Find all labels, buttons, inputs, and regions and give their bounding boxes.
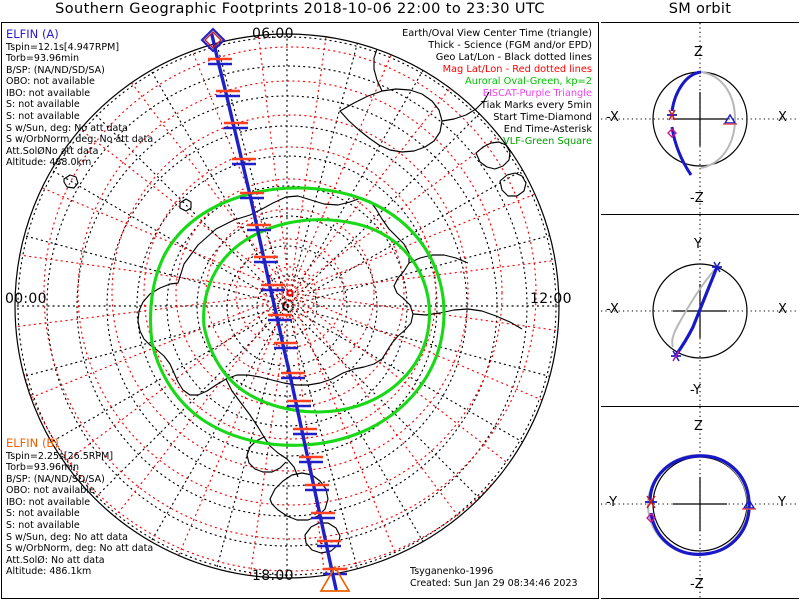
legend-item-end-time: End Time-Asterisk bbox=[503, 124, 592, 135]
satellite-b-line-0: Tspin=2.25s[26.5RPM] bbox=[6, 450, 114, 462]
created-timestamp: Created: Sun Jan 29 08:34:46 2023 bbox=[410, 577, 578, 589]
satellite-b-line-2: B/SP: (NA/ND/SD/SA) bbox=[6, 473, 105, 485]
satellite-a-line-9: Att.SolØNo att data bbox=[6, 145, 99, 157]
legend-item-vlf: VLF-Green Square bbox=[503, 136, 592, 147]
satellite-name-elfin-b: ELFIN (B) bbox=[6, 436, 59, 450]
sm-axis-label-right-yz: Y bbox=[778, 495, 786, 510]
satellite-track bbox=[210, 33, 338, 591]
legend-item-auroral-oval: Auroral Oval-Green, kp=2 bbox=[465, 76, 592, 87]
satellite-a-line-0: Tspin=12.1s[4.947RPM] bbox=[6, 41, 120, 53]
sm-axis-label-top-yz: Z bbox=[694, 419, 703, 434]
legend-item-eiscat: EISCAT-Purple Triangle bbox=[482, 88, 592, 99]
legend-item-tick-marks: Tiak Marks every 5min bbox=[480, 100, 592, 111]
legend-item-start-time: Start Time-Diamond bbox=[493, 112, 592, 123]
orbit-trace-blue-lower bbox=[670, 126, 693, 176]
sm-orbit-svg-xy bbox=[601, 215, 799, 406]
sm-axis-label-right-xz: X bbox=[778, 110, 787, 125]
orbit-trace-blue-upper bbox=[670, 70, 702, 112]
satellite-b-line-9: Att.SolØ: No att data bbox=[6, 554, 105, 566]
orbit-trace-gray bbox=[671, 266, 718, 348]
sm-axis-label-left-xz: -X bbox=[606, 110, 619, 125]
legend-item-thick-science: Thick - Science (FGM and/or EPD) bbox=[428, 40, 592, 51]
satellite-b-line-6: S: not available bbox=[6, 520, 80, 532]
mlt-label-top: 06:00 bbox=[252, 26, 294, 42]
earth-circle bbox=[652, 263, 748, 359]
auroral-oval-outer bbox=[149, 186, 446, 447]
satellite-a-line-5: S: not available bbox=[6, 99, 80, 111]
satellite-b-line-5: S: not available bbox=[6, 508, 80, 520]
map-canvas bbox=[2, 23, 598, 598]
geographic-footprint-map[interactable]: 06:00 00:00 12:00 18:00 ELFIN (A) Tspin=… bbox=[1, 22, 599, 599]
satellite-b-line-10: Altitude: 486.1km bbox=[6, 566, 92, 578]
track-tick-marks bbox=[208, 57, 347, 576]
end-time-asterisk-marker bbox=[319, 565, 351, 592]
satellite-a-line-2: B/SP: (NA/ND/SD/SA) bbox=[6, 64, 105, 76]
satellite-b-line-1: Torb=93.96min bbox=[6, 462, 80, 474]
model-name: Tsyganenko-1996 bbox=[410, 566, 494, 577]
sm-axis-label-right-xy: X bbox=[778, 302, 787, 317]
sm-orbit-title: SM orbit bbox=[668, 1, 732, 17]
start-marker-asterisk-bottom bbox=[671, 350, 681, 362]
satellite-a-line-6: S: not available bbox=[6, 111, 80, 123]
auroral-oval-inner bbox=[202, 218, 432, 414]
satellite-b-line-3: OBO: not available bbox=[6, 485, 95, 497]
sm-orbit-panel-xy[interactable]: Y -X X -Y bbox=[601, 214, 799, 406]
mlt-label-left: 00:00 bbox=[5, 291, 47, 307]
legend-item-mag-latlon: Mag Lat/Lon - Red dotted lines bbox=[442, 64, 592, 75]
sm-axis-label-bottom-xy: -Y bbox=[690, 383, 702, 398]
sm-axis-label-bottom-xz: -Z bbox=[690, 191, 704, 206]
sm-axis-label-left-xy: -X bbox=[606, 302, 619, 317]
map-legend: Earth/Oval View Center Time (triangle) T… bbox=[402, 28, 592, 148]
orbit-trace-gray-lower bbox=[700, 118, 736, 169]
legend-item-view-center-time: Earth/Oval View Center Time (triangle) bbox=[402, 28, 592, 39]
view-center-triangle bbox=[723, 113, 737, 124]
satellite-a-line-1: Torb=93.96min bbox=[6, 53, 80, 65]
start-marker-diamond bbox=[646, 513, 656, 523]
sm-axis-label-bottom-yz: -Z bbox=[690, 577, 704, 592]
map-svg bbox=[14, 27, 560, 592]
orbit-trace-gray bbox=[700, 71, 736, 120]
sm-axis-label-top-xy: Y bbox=[694, 237, 702, 252]
satellite-info-elfin-a: ELFIN (A) Tspin=12.1s[4.947RPM] Torb=93.… bbox=[6, 27, 153, 169]
geo-longitude-meridians bbox=[15, 34, 559, 578]
sm-orbit-svg-yz bbox=[601, 407, 799, 598]
sm-axis-label-left-yz: -Y bbox=[606, 495, 618, 510]
orbit-trace-blue bbox=[674, 266, 719, 356]
mlt-label-bottom: 18:00 bbox=[252, 568, 294, 584]
satellite-a-line-4: IBO: not available bbox=[6, 87, 91, 99]
credits-block: Tsyganenko-1996 Created: Sun Jan 29 08:3… bbox=[410, 566, 578, 590]
end-marker-asterisk bbox=[667, 109, 677, 121]
start-time-diamond-marker bbox=[200, 27, 226, 53]
sm-orbit-svg-xz bbox=[601, 23, 799, 214]
satellite-a-line-8: S w/OrbNorm, deg: No att data bbox=[6, 134, 154, 146]
satellite-name-elfin-a: ELFIN (A) bbox=[6, 27, 59, 41]
mlt-label-right: 12:00 bbox=[530, 291, 572, 307]
satellite-info-elfin-b: ELFIN (B) Tspin=2.25s[26.5RPM] Torb=93.9… bbox=[6, 436, 153, 578]
satellite-a-line-7: S w/Sun, deg: No att data bbox=[6, 122, 128, 134]
end-marker-asterisk bbox=[645, 495, 657, 509]
end-marker-asterisk-top bbox=[712, 261, 722, 273]
satellite-b-line-8: S w/OrbNorm, deg: No att data bbox=[6, 543, 154, 555]
sm-axis-label-top-xz: Z bbox=[694, 45, 703, 60]
view-center-triangle bbox=[742, 498, 756, 509]
legend-item-geo-latlon: Geo Lat/Lon - Black dotted lines bbox=[435, 52, 592, 63]
start-marker-diamond bbox=[667, 128, 677, 138]
satellite-b-line-7: S w/Sun, deg: No att data bbox=[6, 531, 128, 543]
satellite-a-line-10: Altitude: 488.0km bbox=[6, 157, 92, 169]
sm-orbit-panel-xz[interactable]: Z -X X -Z bbox=[601, 22, 799, 214]
page-title: Southern Geographic Footprints 2018-10-0… bbox=[55, 1, 545, 17]
coastline-paths bbox=[63, 48, 527, 554]
satellite-a-line-3: OBO: not available bbox=[6, 76, 95, 88]
sm-orbit-panel-yz[interactable]: Z -Y Y -Z bbox=[601, 406, 799, 599]
satellite-b-line-4: IBO: not available bbox=[6, 496, 91, 508]
map-outer-boundary bbox=[14, 33, 560, 579]
